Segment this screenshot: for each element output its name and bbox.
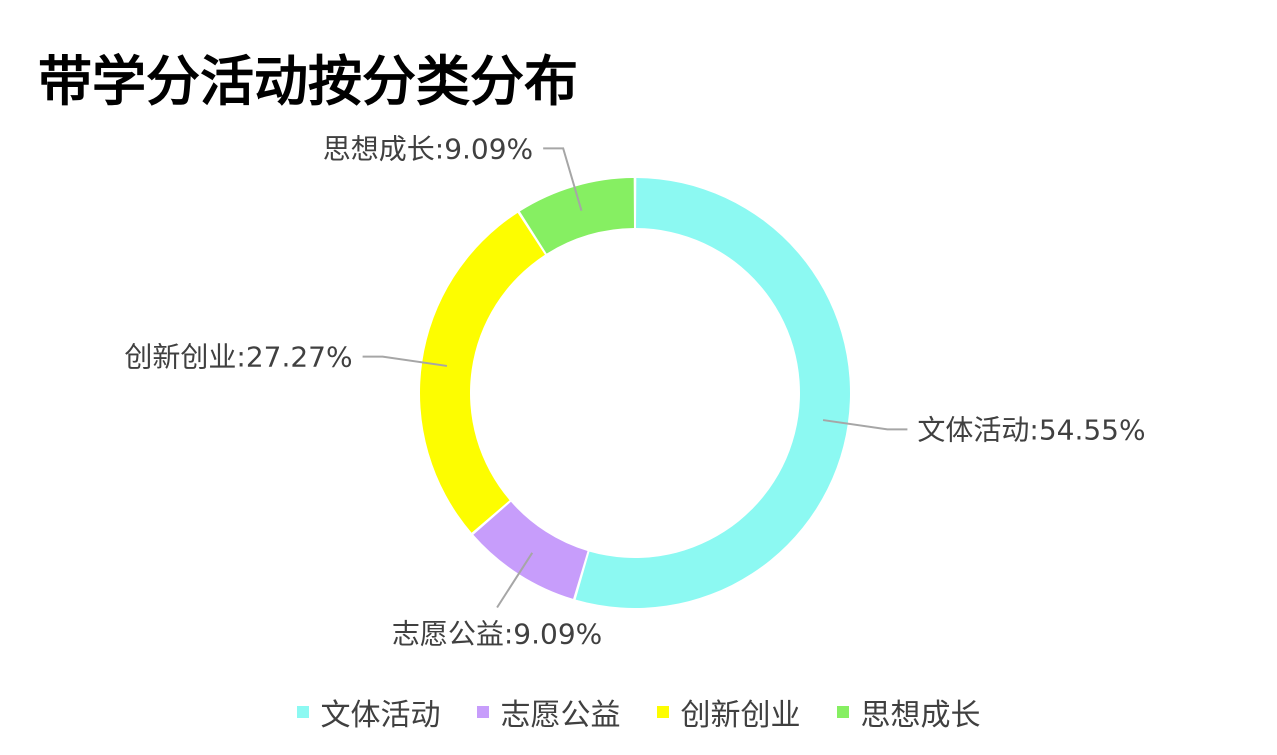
legend-swatch <box>836 706 849 718</box>
slice-2 <box>473 501 588 599</box>
chart-title: 带学分活动按分类分布 <box>38 50 578 113</box>
leader-line-3 <box>362 355 448 367</box>
legend-label: 志愿公益 <box>500 698 621 733</box>
slice-4 <box>519 178 634 254</box>
slice-label-4: 思想成长:9.09% <box>323 132 533 165</box>
leader-line-1 <box>822 419 908 431</box>
slice-label-2: 志愿公益:9.09% <box>392 617 602 650</box>
legend-label: 文体活动 <box>320 698 441 733</box>
leader-line-4 <box>543 147 583 211</box>
legend-item-2: 志愿公益 <box>476 690 621 734</box>
slice-3 <box>420 212 545 533</box>
legend-swatch <box>296 706 309 718</box>
slice-1 <box>575 178 851 609</box>
legend-swatch <box>476 706 489 718</box>
slice-label-1: 文体活动:54.55% <box>917 413 1145 446</box>
slice-label-3: 创新创业:27.27% <box>124 341 352 374</box>
legend-item-4: 思想成长 <box>836 690 981 734</box>
legend-label: 思想成长 <box>860 698 981 733</box>
leader-line-2 <box>496 552 534 609</box>
legend-item-1: 文体活动 <box>296 690 441 734</box>
chart-legend: 文体活动 志愿公益 创新创业 思想成长 <box>0 690 1277 734</box>
legend-item-3: 创新创业 <box>656 690 801 734</box>
legend-label: 创新创业 <box>680 698 801 733</box>
legend-swatch <box>656 706 669 718</box>
